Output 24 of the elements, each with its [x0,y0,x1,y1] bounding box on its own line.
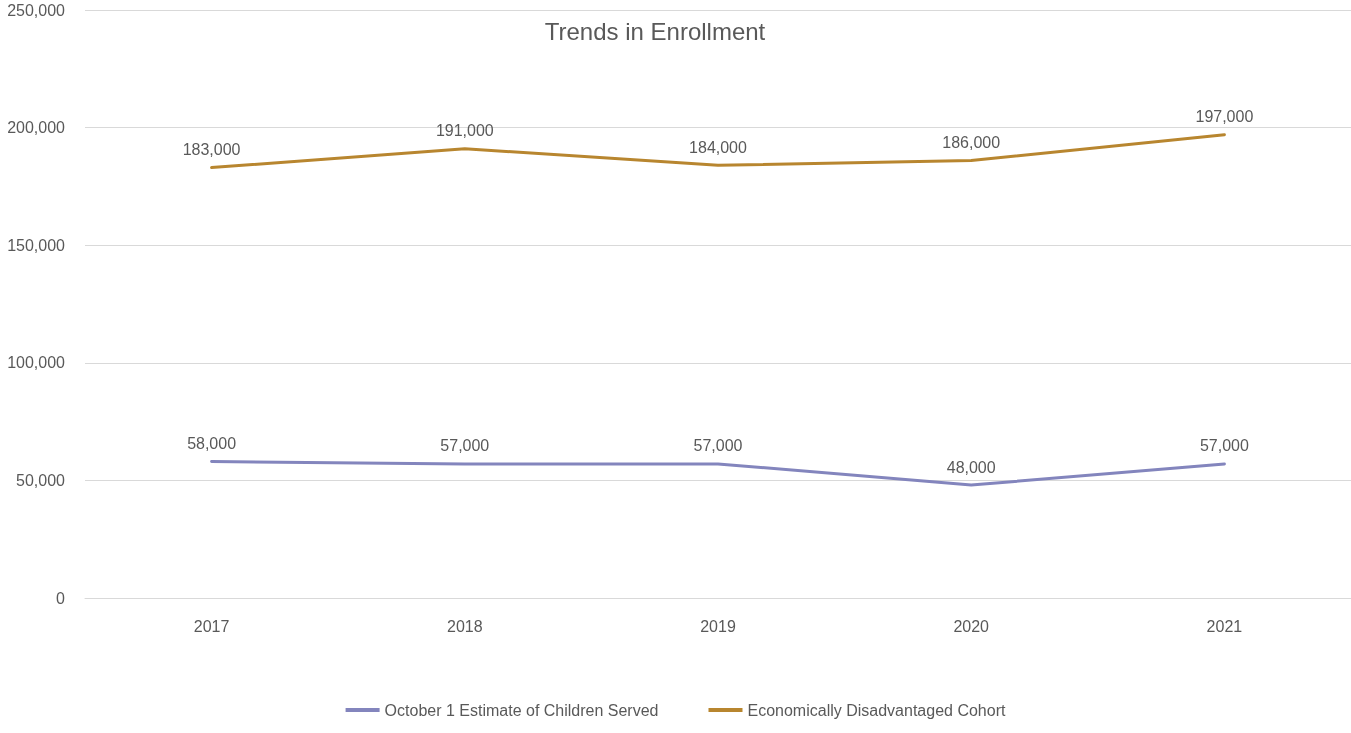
y-tick-label: 100,000 [7,354,66,372]
data-label: 57,000 [693,437,743,455]
x-tick-label: 2018 [447,617,483,635]
data-label: 191,000 [435,122,494,140]
x-tick-label: 2017 [193,617,230,635]
data-label: 58,000 [187,435,237,453]
x-tick-label: 2020 [953,617,990,635]
y-tick-label: 250,000 [7,1,66,19]
data-label: 183,000 [182,141,241,159]
legend-label: Economically Disadvantaged Cohort [747,701,1006,719]
y-tick-label: 50,000 [16,471,66,489]
y-tick-label: 0 [56,589,66,607]
data-label: 184,000 [689,138,748,156]
data-label: 48,000 [946,458,996,476]
x-tick-label: 2021 [1206,617,1243,635]
y-tick-label: 150,000 [7,236,66,254]
data-label: 57,000 [1199,437,1249,455]
data-label: 57,000 [440,437,490,455]
x-tick-label: 2019 [700,617,736,635]
chart-title: Trends in Enrollment [544,17,766,45]
data-label: 197,000 [1195,108,1254,126]
y-tick-label: 200,000 [7,119,66,137]
legend-label: October 1 Estimate of Children Served [384,701,659,719]
data-label: 186,000 [942,134,1001,152]
